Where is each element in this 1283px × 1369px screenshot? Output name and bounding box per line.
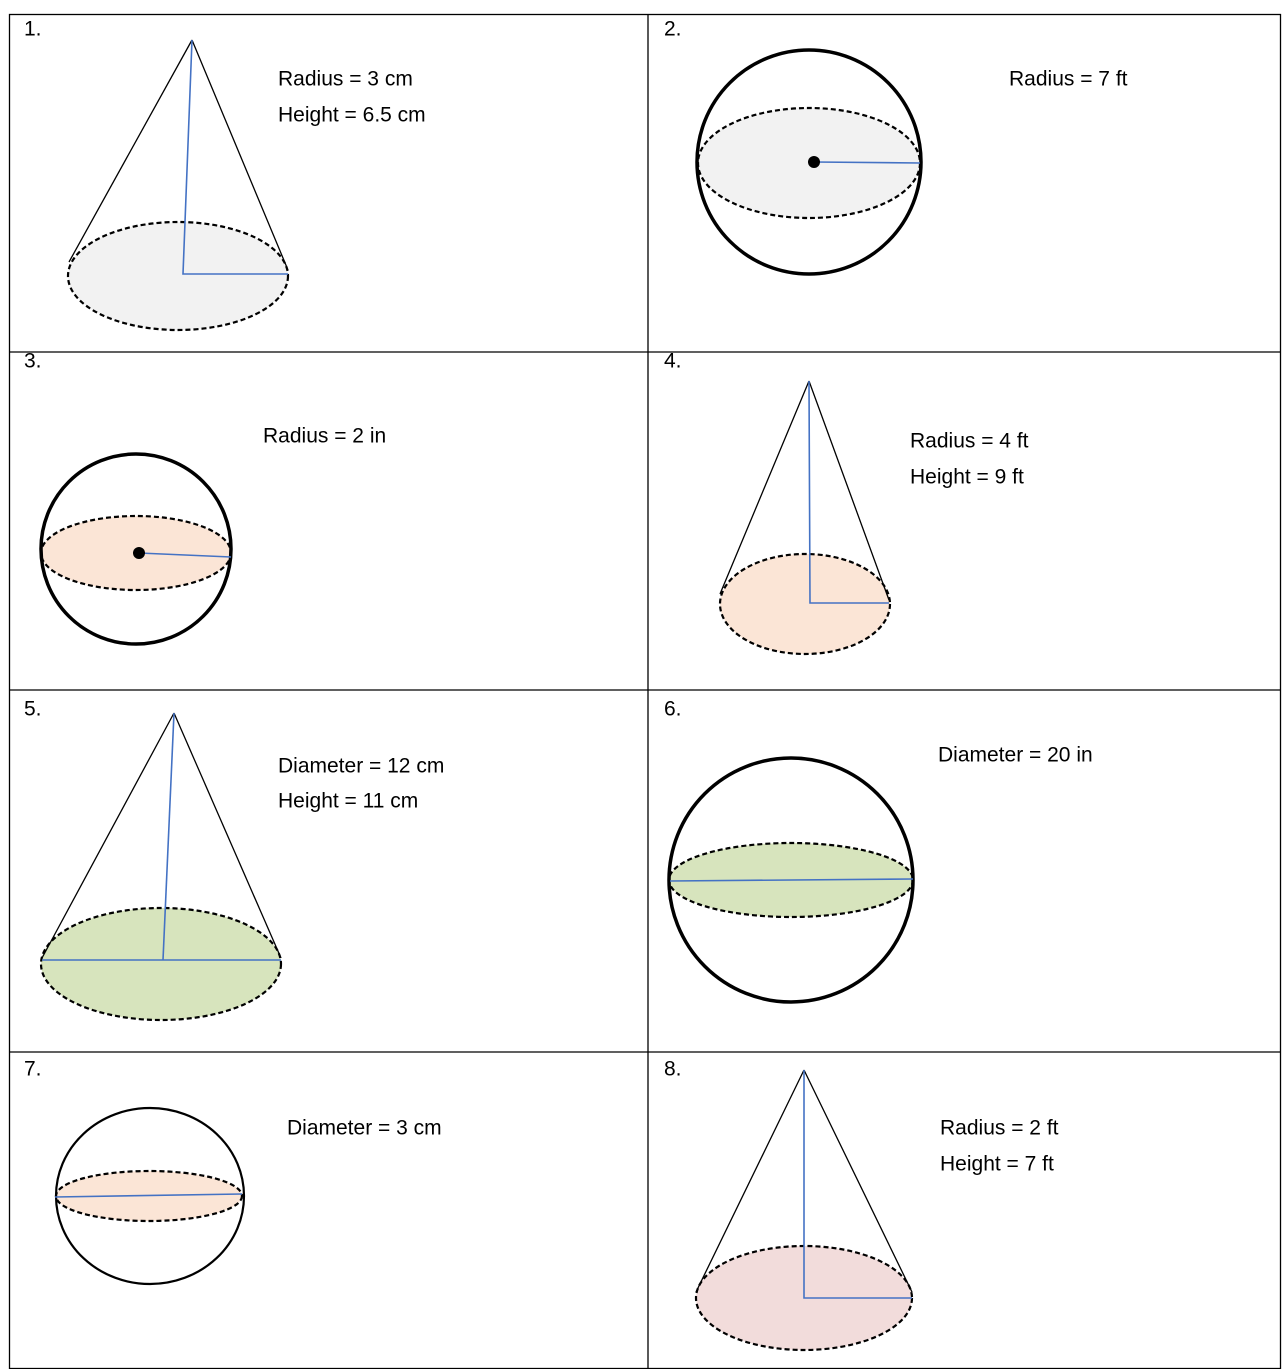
measurement: Radius = 7 ft [1009, 68, 1128, 91]
sphere-figure [39, 452, 233, 646]
measurement: Height = 7 ft [940, 1153, 1054, 1176]
measurement: Diameter = 3 cm [287, 1117, 442, 1140]
problem-number: 4. [664, 350, 682, 373]
problem-number: 7. [24, 1058, 42, 1081]
measurement: Height = 9 ft [910, 466, 1024, 489]
cone-figure [718, 380, 892, 656]
problem-number: 8. [664, 1058, 682, 1081]
table-grid [8, 13, 1282, 1369]
measurement: Radius = 3 cm [278, 68, 413, 91]
measurement: Height = 6.5 cm [278, 104, 426, 127]
cone-figure [39, 712, 283, 1022]
problem-number: 3. [24, 350, 42, 373]
sphere-figure [54, 1106, 246, 1286]
measurement: Height = 11 cm [278, 790, 418, 813]
measurement: Diameter = 20 in [938, 744, 1093, 767]
problem-number: 2. [664, 18, 682, 41]
cone-figure [694, 1069, 914, 1352]
problem-number: 1. [24, 18, 42, 41]
problem-number: 5. [24, 698, 42, 721]
problem-number: 6. [664, 698, 682, 721]
measurement: Diameter = 12 cm [278, 755, 444, 778]
sphere-figure [695, 48, 923, 276]
sphere-figure [667, 756, 915, 1004]
measurement: Radius = 2 in [263, 425, 386, 448]
measurement: Radius = 4 ft [910, 430, 1029, 453]
measurement: Radius = 2 ft [940, 1117, 1059, 1140]
cone-figure [66, 39, 290, 332]
